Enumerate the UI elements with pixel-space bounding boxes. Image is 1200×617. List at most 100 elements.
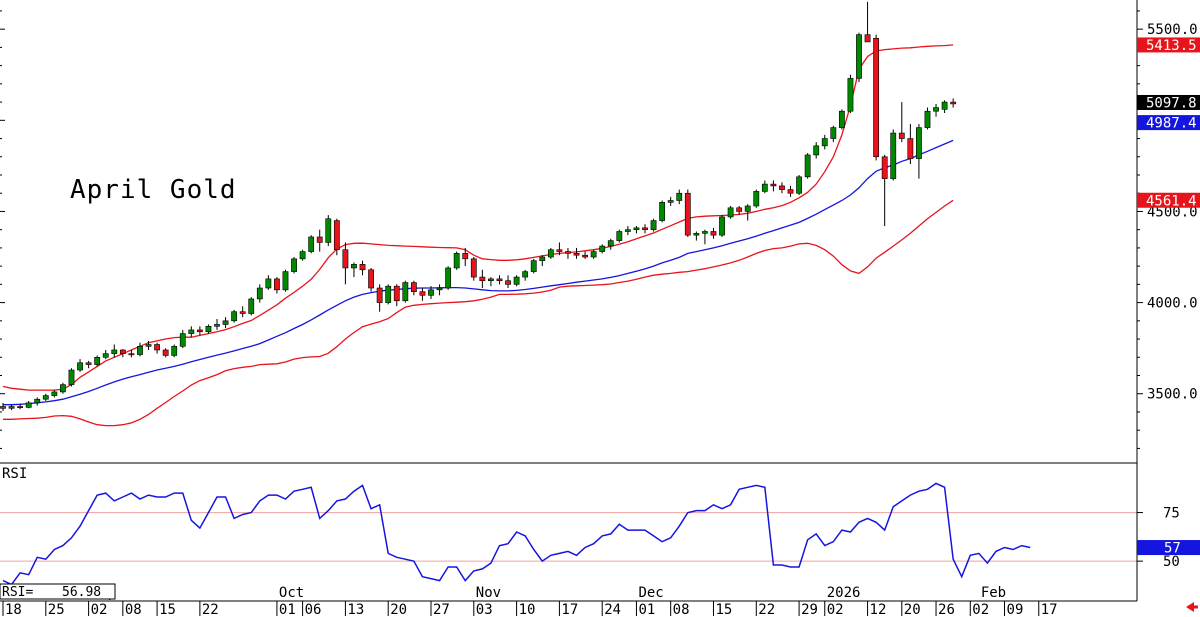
candle-body bbox=[933, 107, 939, 112]
rsi-readout: RSI= 56.98 bbox=[0, 583, 116, 600]
nav-left-arrow-icon[interactable] bbox=[1186, 602, 1198, 612]
price-tag-label: 4987.4 bbox=[1146, 116, 1197, 132]
candle-body bbox=[376, 287, 383, 303]
candle-body bbox=[68, 369, 75, 385]
candle-body bbox=[239, 311, 246, 314]
candle-body bbox=[702, 231, 708, 234]
candle-body bbox=[282, 271, 289, 291]
date-tick-label: 27 bbox=[433, 602, 450, 617]
candle-body bbox=[881, 156, 888, 179]
candle-body bbox=[779, 185, 785, 190]
candle-body bbox=[924, 110, 931, 128]
rsi-tick-label: 50 bbox=[1163, 554, 1180, 570]
candle-body bbox=[744, 205, 751, 212]
candle-body bbox=[787, 189, 794, 194]
candle-body bbox=[351, 264, 357, 269]
candle-body bbox=[941, 101, 948, 110]
candle-body bbox=[274, 278, 280, 291]
date-tick-label: 08 bbox=[673, 602, 690, 617]
candle-body bbox=[530, 260, 537, 272]
date-tick-label: 20 bbox=[390, 602, 407, 617]
price-tick-label: 4500.0 bbox=[1147, 204, 1198, 220]
candle-body bbox=[308, 236, 315, 252]
candle-body bbox=[231, 311, 238, 322]
candle-body bbox=[761, 183, 768, 192]
candle-body bbox=[42, 395, 49, 400]
candlestick-series bbox=[0, 1, 957, 412]
candle-body bbox=[222, 320, 229, 325]
grid-layer bbox=[0, 512, 1137, 562]
lower-band-line bbox=[3, 199, 954, 427]
candle-body bbox=[111, 349, 118, 354]
candle-body bbox=[368, 269, 374, 289]
month-label: Nov bbox=[476, 585, 501, 601]
price-tag bbox=[1137, 37, 1200, 53]
candle-body bbox=[556, 249, 563, 252]
candle-body bbox=[25, 402, 32, 408]
candle-body bbox=[890, 132, 897, 179]
date-tick-label: 06 bbox=[305, 602, 322, 617]
date-tick-label: 17 bbox=[561, 602, 578, 617]
price-tag bbox=[1137, 115, 1200, 131]
candle-body bbox=[393, 285, 400, 302]
candle-body bbox=[804, 154, 811, 178]
candle-body bbox=[813, 145, 820, 156]
month-label: Oct bbox=[279, 585, 304, 601]
candle-body bbox=[676, 192, 683, 201]
price-tag-label: 4561.4 bbox=[1146, 193, 1197, 209]
candle-body bbox=[359, 264, 366, 271]
candle-body bbox=[196, 329, 203, 333]
bollinger-bands bbox=[2, 44, 954, 427]
candle-body bbox=[522, 271, 529, 278]
candle-body bbox=[727, 207, 734, 218]
candle-body bbox=[642, 227, 648, 230]
date-tick-label: 03 bbox=[476, 602, 493, 617]
candle-body bbox=[154, 344, 160, 351]
candle-body bbox=[17, 406, 24, 408]
date-tick-label: 17 bbox=[1041, 602, 1058, 617]
candle-body bbox=[102, 353, 109, 358]
candle-body bbox=[445, 267, 452, 289]
candle-body bbox=[607, 240, 614, 247]
candle-body bbox=[333, 220, 340, 251]
price-tick-label: 4000.0 bbox=[1147, 296, 1198, 312]
price-tag bbox=[1137, 192, 1200, 208]
candle-body bbox=[856, 34, 862, 79]
candle-body bbox=[582, 254, 588, 258]
candle-body bbox=[248, 298, 255, 314]
candle-body bbox=[864, 34, 871, 43]
candle-body bbox=[256, 287, 263, 300]
rsi-line bbox=[2, 482, 1031, 586]
candle-body bbox=[684, 192, 691, 236]
date-tick-label: 02 bbox=[827, 602, 844, 617]
candle-body bbox=[419, 291, 426, 296]
candle-body bbox=[838, 110, 845, 128]
candle-body bbox=[145, 344, 152, 347]
candle-body bbox=[513, 276, 520, 285]
candle-body bbox=[436, 287, 443, 291]
candle-body bbox=[950, 101, 957, 105]
date-tick-label: 24 bbox=[604, 602, 621, 617]
candle-body bbox=[479, 276, 486, 282]
date-tick-label: 29 bbox=[801, 602, 818, 617]
date-tick-label: 22 bbox=[202, 602, 219, 617]
price-tick-label: 5500.0 bbox=[1147, 22, 1198, 38]
chart-title: April Gold bbox=[70, 175, 237, 205]
candle-body bbox=[847, 78, 854, 112]
date-tick-label: 26 bbox=[938, 602, 955, 617]
candle-body bbox=[650, 220, 657, 230]
candle-body bbox=[119, 349, 126, 354]
candle-body bbox=[299, 251, 306, 260]
candle-body bbox=[693, 233, 700, 236]
rsi-readout-value: 56.98 bbox=[62, 585, 101, 600]
candle-body bbox=[94, 356, 101, 365]
candle-body bbox=[565, 251, 571, 254]
candle-body bbox=[0, 406, 6, 409]
candle-body bbox=[470, 258, 477, 278]
candle-body bbox=[547, 249, 554, 258]
date-tick-label: 02 bbox=[972, 602, 989, 617]
candle-body bbox=[496, 278, 503, 282]
candle-body bbox=[402, 282, 409, 302]
candle-body bbox=[821, 138, 828, 147]
